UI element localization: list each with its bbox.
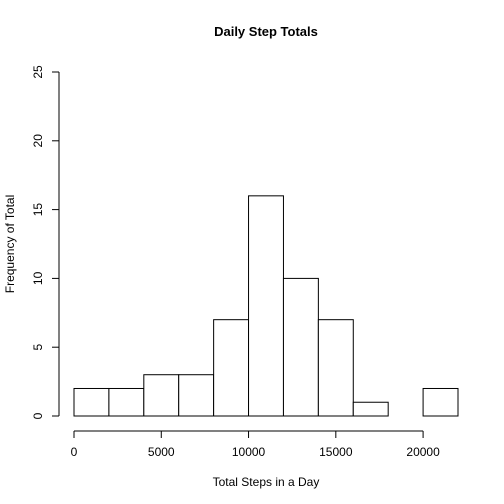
y-tick-label: 20: [31, 134, 45, 148]
y-tick-label: 25: [31, 65, 45, 79]
histogram-bar: [317, 319, 354, 417]
x-axis-label: Total Steps in a Day: [213, 475, 320, 489]
chart-title: Daily Step Totals: [214, 24, 318, 39]
y-tick-label: 10: [31, 271, 45, 285]
histogram-bar: [248, 195, 284, 417]
y-tick-label: 0: [31, 412, 45, 419]
histogram-bar: [352, 401, 389, 417]
x-tick-label: 10000: [232, 445, 266, 459]
x-tick-label: 15000: [319, 445, 353, 459]
histogram-bar: [178, 374, 215, 417]
bars-group: [73, 195, 459, 417]
histogram-bar: [73, 387, 110, 417]
x-tick-label: 0: [71, 445, 78, 459]
x-tick-label: 5000: [148, 445, 175, 459]
histogram-bar: [213, 319, 250, 417]
y-tick-label: 15: [31, 203, 45, 217]
histogram-bar: [282, 277, 319, 417]
x-axis: 0 5000 10000 15000 20000: [71, 430, 440, 459]
x-tick-label: 20000: [406, 445, 440, 459]
y-axis-label: Frequency of Total: [3, 195, 17, 294]
histogram-bar: [108, 387, 145, 417]
y-tick-label: 5: [31, 344, 45, 351]
histogram-bar: [143, 374, 180, 417]
histogram-bar: [422, 387, 459, 417]
y-axis: 0 5 10 15 20 25: [31, 65, 60, 419]
